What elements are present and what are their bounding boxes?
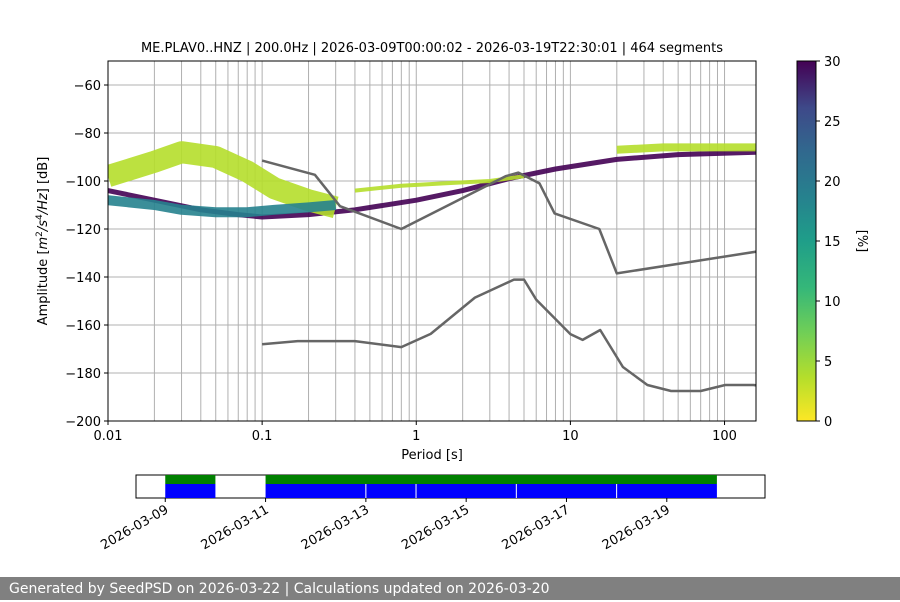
heatmap-band (616, 143, 756, 154)
x-tick-label: 0.1 (252, 429, 273, 444)
heatmap-layer (108, 141, 756, 220)
y-label-unit: /s (36, 220, 51, 232)
availability-strip: 2026-03-09 2026-03-11 2026-03-13 2026-03-15… (98, 474, 766, 553)
date-tick-label: 2026-03-19 (600, 502, 673, 553)
x-axis-label: Period [s] (401, 448, 463, 463)
y-axis-ticks: −60 −80 −100 −120 −140 −160 −180 −200 (65, 79, 108, 430)
y-tick-label: −160 (65, 319, 101, 334)
colorbar-label: [%] (854, 230, 869, 253)
noise-model-layer (261, 159, 756, 393)
colorbar-tick-label: 30 (824, 55, 841, 70)
data-segment (165, 484, 216, 498)
colorbar-tick-label: 5 (824, 355, 832, 370)
y-label-unit: m (36, 237, 51, 250)
y-tick-label: −120 (65, 223, 101, 238)
heatmap-band (108, 141, 339, 219)
x-axis-ticks: 0.01 0.1 1 10 100 (94, 421, 737, 444)
availability-segments (165, 475, 717, 498)
x-tick-label: 10 (562, 429, 579, 444)
x-tick-label: 100 (712, 429, 737, 444)
y-label-exponent: 4 (35, 214, 45, 220)
y-tick-label: −80 (74, 127, 101, 142)
footer-bar: Generated by SeedPSD on 2026-03-22 | Cal… (0, 577, 900, 600)
data-segment (265, 484, 717, 498)
colorbar-tick-label: 25 (824, 115, 841, 130)
date-tick-label: 2026-03-13 (299, 502, 372, 553)
colorbar-ticks: 0 5 10 15 20 25 30 (816, 55, 841, 430)
colorbar-tick-label: 10 (824, 295, 841, 310)
processed-segment (265, 475, 717, 484)
plot-frame (107, 60, 757, 422)
psd-figure: ME.PLAV0..HNZ | 200.0Hz | 2026-03-09T00:… (35, 41, 869, 553)
date-axis-ticks: 2026-03-09 2026-03-11 2026-03-13 2026-03-15… (98, 498, 673, 553)
psd-plot-area: 0.01 0.1 1 10 100 −60 −80 −100 −120 −140 −160 −180… (65, 60, 757, 444)
x-tick-label: 0.01 (94, 429, 123, 444)
date-tick-label: 2026-03-11 (199, 502, 272, 553)
y-label-text: Amplitude [ (36, 249, 51, 325)
chart-title: ME.PLAV0..HNZ | 200.0Hz | 2026-03-09T00:… (141, 41, 723, 56)
y-tick-label: −100 (65, 175, 101, 190)
colorbar-tick-label: 20 (824, 175, 841, 190)
colorbar-tick-label: 15 (824, 235, 841, 250)
y-label-unit: /Hz (36, 192, 51, 215)
y-axis-label: Amplitude [m2/s4/Hz] [dB] (35, 157, 51, 326)
y-tick-label: −200 (65, 415, 101, 430)
x-tick-label: 1 (412, 429, 420, 444)
y-tick-label: −140 (65, 271, 101, 286)
date-tick-label: 2026-03-17 (500, 502, 573, 553)
date-tick-label: 2026-03-15 (399, 502, 472, 553)
processed-segment (165, 475, 216, 484)
colorbar: 0 5 10 15 20 25 30 [%] (796, 55, 869, 430)
colorbar-gradient (796, 60, 817, 422)
y-tick-label: −60 (74, 79, 101, 94)
date-tick-label: 2026-03-09 (98, 502, 171, 553)
y-tick-label: −180 (65, 367, 101, 382)
y-label-exponent: 2 (35, 231, 45, 237)
noise-model-line (261, 159, 756, 275)
heatmap-band (108, 195, 337, 218)
noise-model-line (261, 278, 756, 393)
grid-lines (107, 61, 756, 422)
y-label-text: ] [dB] (36, 157, 51, 194)
colorbar-tick-label: 0 (824, 415, 832, 430)
